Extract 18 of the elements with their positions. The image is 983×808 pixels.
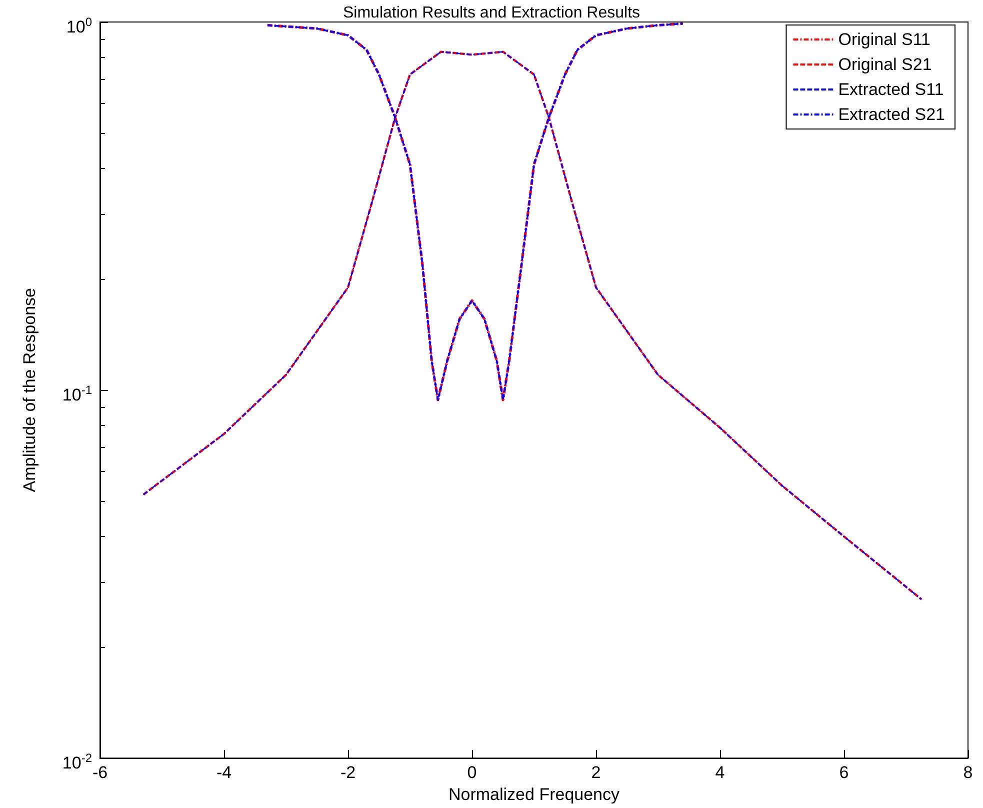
- chart-title: Simulation Results and Extraction Results: [342, 4, 640, 22]
- x-axis-title: Normalized Frequency: [448, 785, 620, 804]
- x-tick-label: -4: [216, 763, 232, 782]
- legend-label: Extracted S11: [838, 80, 944, 99]
- y-tick-label: 10$^{-1}$: [62, 382, 92, 407]
- x-tick-label: -2: [340, 763, 356, 782]
- x-tick-label: 0: [467, 763, 477, 782]
- y-tick-label: 10$^{0}$: [66, 14, 92, 39]
- legend-label: Original S21: [838, 55, 932, 74]
- y-tick-label: 10$^{-2}$: [62, 750, 92, 775]
- legend-label: Original S11: [838, 30, 931, 49]
- x-tick-label: -6: [92, 763, 108, 782]
- x-tick-label: 4: [715, 763, 725, 782]
- x-tick-label: 8: [963, 763, 973, 782]
- x-tick-label: 2: [591, 763, 601, 782]
- y-axis-title: Amplitude of the Response: [20, 288, 39, 492]
- legend-label: Extracted S21: [838, 105, 945, 124]
- x-tick-label: 6: [839, 763, 849, 782]
